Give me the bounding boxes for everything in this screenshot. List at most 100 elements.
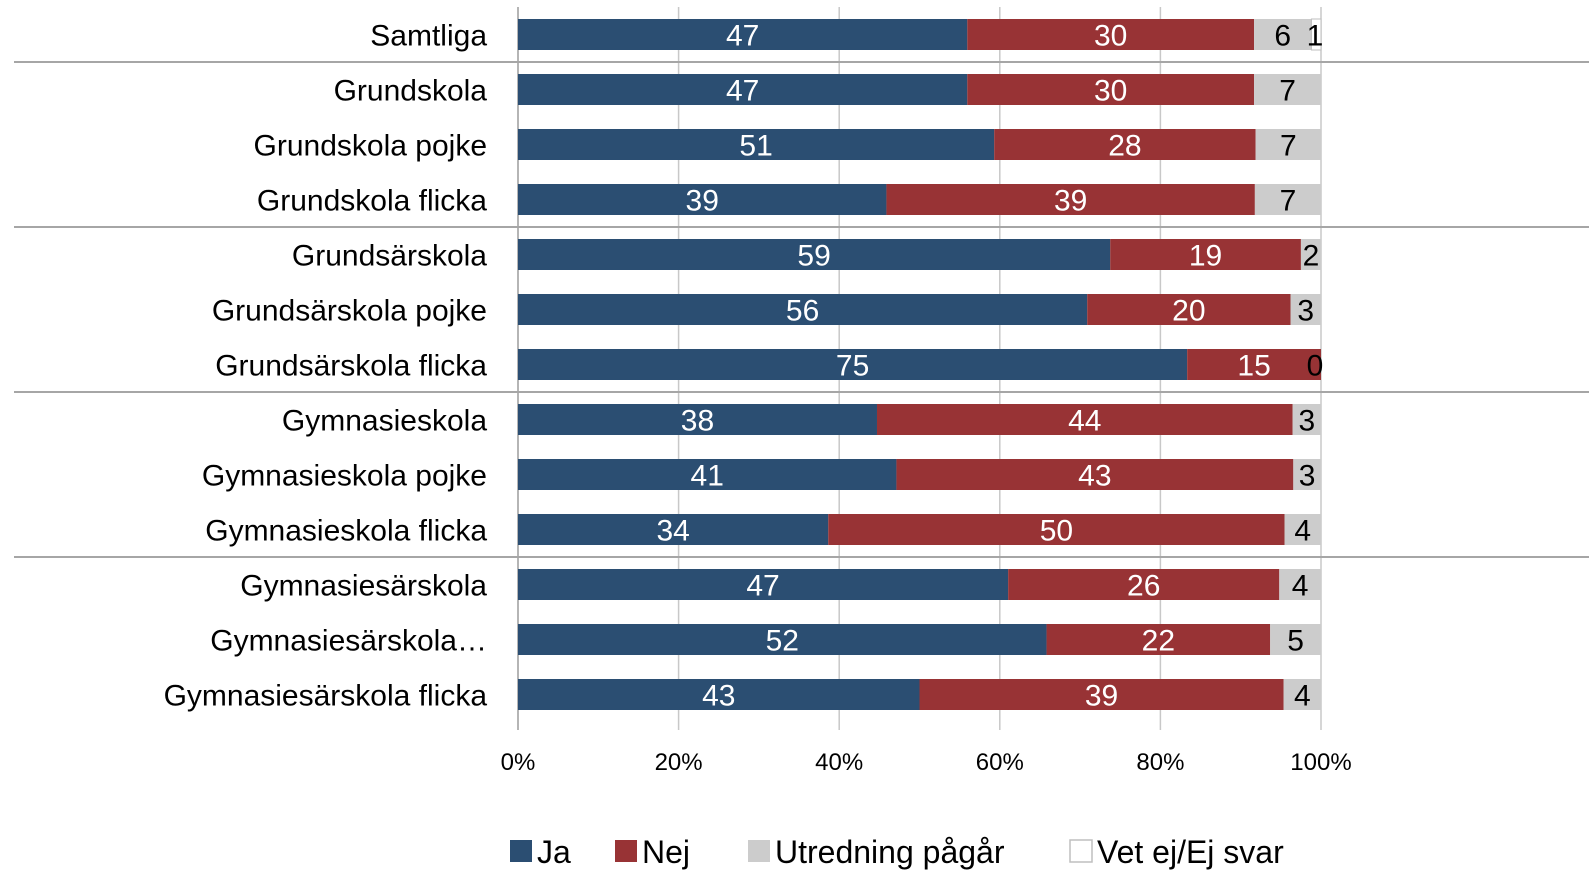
data-label: 47 [746,570,779,603]
x-tick-label: 60% [976,749,1024,776]
data-label: 3 [1297,295,1314,328]
bar-segment-utredning-p-g-r [1279,569,1321,600]
data-label: 44 [1068,405,1101,438]
data-label: 43 [1078,460,1111,493]
bar-segment-utredning-p-g-r [1290,294,1321,325]
data-label: 38 [681,405,714,438]
group-separators [14,61,1589,558]
data-label: 52 [766,625,799,658]
data-label: 30 [1094,75,1127,108]
legend-swatch [510,840,532,862]
data-label: 75 [836,350,869,383]
x-tick-label: 100% [1290,749,1351,776]
bars: 47 30 6 147 30 751 28 739 39 759 19 256 20 375 15 038 44… [518,18,1324,713]
data-label: 47 [726,75,759,108]
legend-swatch [1069,839,1093,863]
data-label: 28 [1108,130,1141,163]
data-label: 50 [1040,515,1073,548]
bar-segment-ja [518,349,1188,380]
data-label: 41 [691,460,724,493]
category-label: Samtliga [370,20,487,53]
data-label: 56 [786,295,819,328]
bar-segment-ja [518,129,995,160]
legend-swatch [748,840,770,862]
bar-segment-ja [518,679,920,710]
data-label: 39 [1054,185,1087,218]
x-axis-ticks: 0% 20% 40% 60% 80% 100% [501,749,1352,776]
category-label: Grundskola [334,75,488,108]
category-label: Grundskola pojke [254,130,487,163]
bar-segment-ja [518,19,968,50]
data-label: 2 [1303,240,1320,273]
legend: Ja Nej Utredning pågår Vet ej/Ej svar [510,834,1284,870]
bar-segment-utredning-p-g-r [1284,514,1321,545]
bar-segment-nej [1110,239,1301,270]
legend-label: Vet ej/Ej svar [1097,834,1284,870]
category-label: Gymnasieskola flicka [205,515,487,548]
data-label: 20 [1172,295,1205,328]
data-label: 7 [1280,130,1297,163]
bar-segment-nej [967,19,1255,50]
bar-segment-ja [518,514,829,545]
legend-label: Utredning pågår [775,834,1005,870]
data-label: 6 [1274,20,1291,53]
bar-segment-nej [919,679,1284,710]
bar-segment-utredning-p-g-r [1254,74,1321,105]
data-label: 51 [739,130,772,163]
category-label: Grundsärskola pojke [212,295,487,328]
bar-segment-nej [1046,624,1271,655]
data-label: 59 [797,240,830,273]
data-label: 39 [686,185,719,218]
category-label: Gymnasiesärskola flicka [164,680,488,713]
bar-segment-utredning-p-g-r [1255,129,1321,160]
category-labels: Samtliga Grundskola Grundskola pojke Grunds… [164,20,488,713]
legend-label: Nej [642,834,690,870]
category-label: Gymnasieskola pojke [202,460,487,493]
category-label: Gymnasieskola [282,405,487,438]
bar-segment-nej [1008,569,1280,600]
category-label: Gymnasiesärskola… [210,625,487,658]
data-label: 1 [1307,20,1324,53]
bar-segment-ja [518,294,1088,325]
bar-segment-ja [518,569,1009,600]
data-label: 4 [1292,570,1309,603]
bar-segment-nej [1187,349,1321,380]
data-label: 39 [1085,680,1118,713]
data-label: 15 [1237,350,1270,383]
bar-segment-utredning-p-g-r [1283,679,1321,710]
bar-segment-utredning-p-g-r [1254,19,1312,50]
x-tick-label: 0% [501,749,536,776]
bar-segment-vet-ej-ej-svar [1310,18,1322,51]
bar-segment-utredning-p-g-r [1293,459,1321,490]
data-label: 22 [1142,625,1175,658]
data-label: 34 [656,515,689,548]
bar-segment-nej [967,74,1255,105]
bar-segment-ja [518,239,1111,270]
bar-segment-utredning-p-g-r [1270,624,1321,655]
category-label: Grundsärskola [292,240,487,273]
data-label: 30 [1094,20,1127,53]
bar-segment-ja [518,184,887,215]
data-label: 4 [1294,515,1311,548]
bar-segment-ja [518,624,1047,655]
bar-segment-nej [876,404,1293,435]
x-tick-label: 20% [655,749,703,776]
bar-segment-ja [518,459,897,490]
legend-swatch [615,840,637,862]
bar-segment-nej [828,514,1285,545]
bar-segment-ja [518,74,968,105]
bar-segment-utredning-p-g-r [1300,239,1321,270]
data-label: 26 [1127,570,1160,603]
bar-segment-utredning-p-g-r [1254,184,1321,215]
category-label: Grundsärskola flicka [215,350,487,383]
data-label: 47 [726,20,759,53]
data-label: 7 [1279,75,1296,108]
bar-segment-utredning-p-g-r [1292,404,1321,435]
data-label: 43 [702,680,735,713]
x-tick-label: 80% [1136,749,1184,776]
legend-label: Ja [537,834,571,870]
x-tick-label: 40% [815,749,863,776]
category-label: Grundskola flicka [257,185,487,218]
data-label: 4 [1294,680,1311,713]
